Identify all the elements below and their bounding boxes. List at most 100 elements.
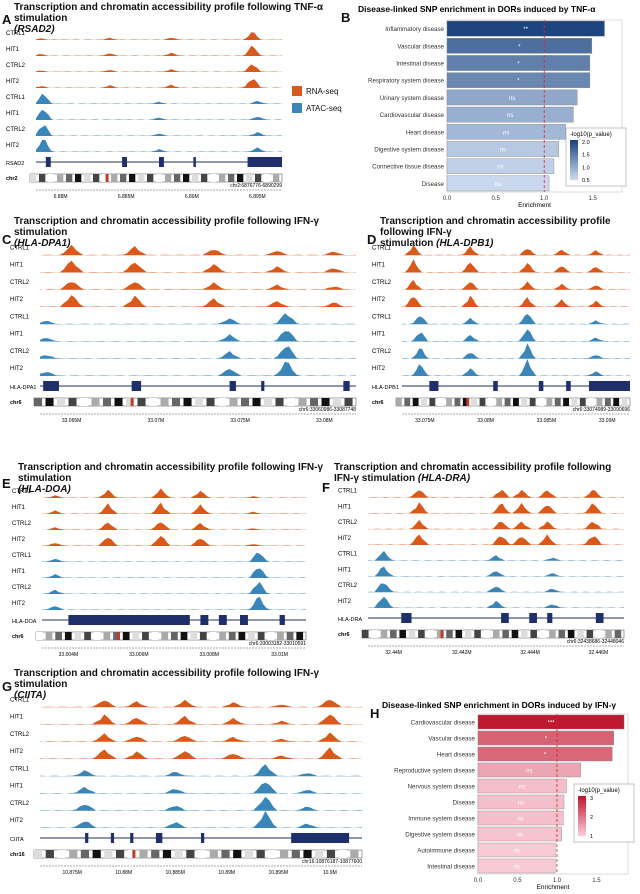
ideogram-band <box>462 398 469 406</box>
ideogram-band <box>165 174 172 182</box>
panel-f-title: Transcription and chromatin accessibilit… <box>334 462 612 484</box>
track-label: HIT2 <box>338 536 352 542</box>
gene-exon <box>240 615 248 625</box>
panel-letter-d: D <box>367 232 377 247</box>
track-label: HIT1 <box>372 332 386 338</box>
ideogram-band <box>344 398 353 406</box>
ideogram-band <box>371 630 378 638</box>
bar <box>477 794 565 810</box>
track-label: CTRL2 <box>338 583 358 589</box>
x-tick-label: 1.0 <box>540 196 549 202</box>
ideogram-band <box>246 174 253 182</box>
bar <box>477 826 562 842</box>
ideogram-band <box>199 632 207 640</box>
ideogram-band <box>563 398 569 406</box>
panel-letter-f: F <box>322 480 330 495</box>
ideogram-band <box>558 630 566 638</box>
colorbar-step <box>578 824 586 827</box>
track-label: HIT1 <box>10 715 24 721</box>
x-axis-label: Enrichment <box>537 884 570 891</box>
track-label: CTRL1 <box>12 489 32 495</box>
rna-legend-label: RNA-seq <box>306 86 339 96</box>
gene-exon <box>279 615 285 625</box>
signal-track <box>36 139 282 152</box>
chromosome-label: chr2 <box>6 176 18 182</box>
category-label: Reproductive system disease <box>394 768 475 775</box>
significance-label: ns <box>519 785 525 791</box>
signal-track <box>40 796 362 811</box>
colorbar-step <box>570 158 578 161</box>
panel-letter-c: C <box>2 232 12 247</box>
track-label: HIT2 <box>10 366 24 372</box>
colorbar-title: -log10(p_value) <box>578 788 620 794</box>
ideogram-band <box>206 398 215 406</box>
ideogram-band <box>174 850 183 858</box>
ideogram-band <box>218 398 227 406</box>
signal-track <box>36 109 282 120</box>
significance-label: ns <box>518 801 524 807</box>
axis-tick-label: 10.875M <box>62 870 81 876</box>
colorbar-step <box>578 814 586 817</box>
colorbar-title: -log10(p_value) <box>570 132 612 138</box>
colorbar-step <box>578 832 586 835</box>
gene-exon <box>566 381 571 391</box>
ideogram-band <box>257 632 265 640</box>
signal-track <box>40 244 356 256</box>
colorbar-step <box>578 808 586 811</box>
ideogram-band <box>209 632 217 640</box>
ideogram-band <box>68 398 77 406</box>
colorbar-step <box>578 820 586 823</box>
ideogram-band <box>116 850 125 858</box>
ideogram-band <box>103 632 111 640</box>
ideogram-band <box>513 398 519 406</box>
colorbar-step <box>570 156 578 159</box>
significance-label: * <box>545 737 548 743</box>
panel-b-title: Disease-linked SNP enrichment in DORs in… <box>358 4 596 14</box>
signal-track <box>36 32 282 40</box>
ideogram-band <box>48 174 55 182</box>
axis-tick-label: 33.006M <box>129 652 148 658</box>
ideogram-band <box>34 398 43 406</box>
axis-tick-label: 33.085M <box>537 418 556 424</box>
x-tick-label: 0.5 <box>513 878 522 884</box>
ideogram-band <box>103 398 112 406</box>
gene-exon <box>538 381 544 391</box>
rna-legend-swatch <box>292 86 302 96</box>
ideogram-band <box>219 632 226 640</box>
significance-label: *** <box>548 721 556 727</box>
ideogram-band <box>84 632 91 640</box>
ideogram-band <box>280 850 289 858</box>
atac-legend-label: ATAC-seq <box>306 103 342 113</box>
ideogram-band <box>156 174 163 182</box>
gene-exon <box>247 157 282 167</box>
ideogram-band <box>91 398 100 406</box>
axis-tick-label: 33.004M <box>59 652 78 658</box>
signal-track <box>40 714 362 725</box>
ideogram-band <box>92 850 101 858</box>
gene-exon <box>200 615 209 625</box>
ideogram-band <box>139 850 148 858</box>
category-label: Heart disease <box>406 129 445 136</box>
ideogram-band <box>221 850 230 858</box>
gene-exon <box>193 157 196 167</box>
track-label: CTRL2 <box>10 801 30 807</box>
ideogram-band <box>255 174 262 182</box>
significance-label: ns <box>507 113 513 119</box>
ideogram-band <box>571 398 578 406</box>
colorbar-step <box>570 172 578 175</box>
track-label: CTRL1 <box>10 314 30 320</box>
signal-track <box>402 359 630 376</box>
track-label: CTRL1 <box>12 553 32 559</box>
signal-track <box>42 536 306 546</box>
gene-exon <box>130 833 134 843</box>
ideogram-band <box>338 850 347 858</box>
ideogram-band <box>161 632 169 640</box>
ideogram-band <box>474 630 481 638</box>
gene-label: HLA-DPB1 <box>372 385 399 391</box>
ideogram-marker <box>466 398 470 406</box>
colorbar-step <box>570 174 578 177</box>
ideogram-band <box>437 398 444 406</box>
x-tick-label: 1.5 <box>592 878 601 884</box>
track-label: CTRL1 <box>6 95 26 101</box>
colorbar-step <box>570 144 578 147</box>
